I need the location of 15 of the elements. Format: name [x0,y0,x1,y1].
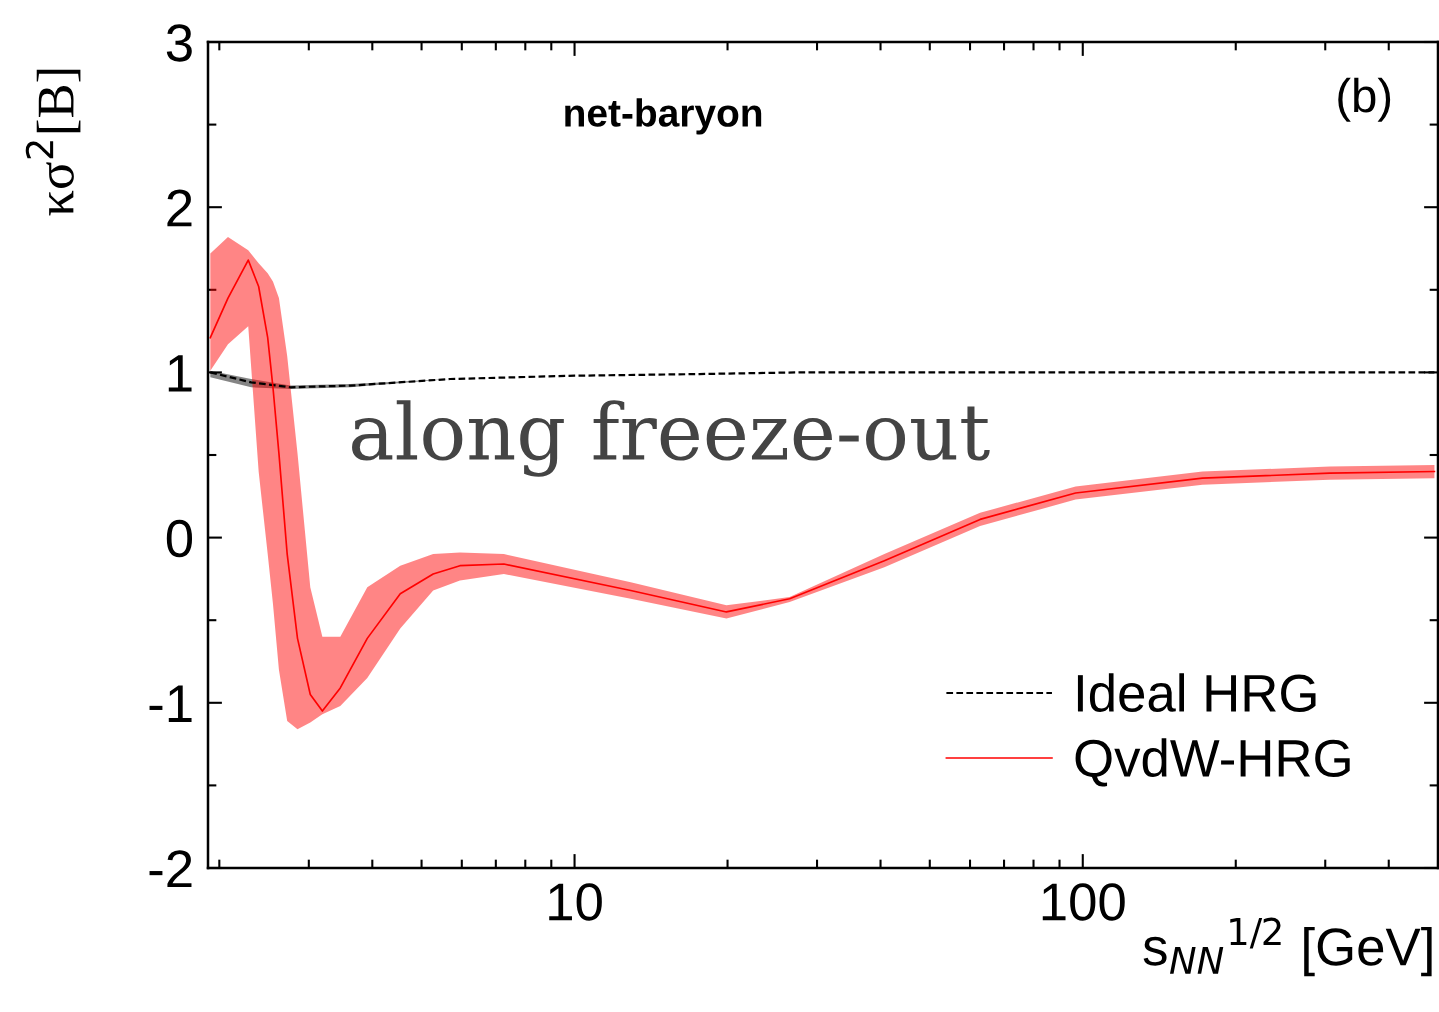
y-tick-label: -1 [149,685,192,722]
y-axis-title: κσ$^{2}$[B] [25,69,81,216]
y-tick-label: 2 [167,189,192,227]
y-tick-label: -2 [149,850,192,888]
y-tick-label: 1 [168,355,192,392]
legend-label: Ideal HRG [1077,673,1316,712]
annotation: (b) [1338,77,1391,122]
annotation: along freeze-out [352,400,990,477]
x-tick-label: 100 [1042,883,1125,921]
y-tick-label: 3 [166,24,192,62]
y-tick-label: 0 [166,519,193,558]
annotation: net-baryon [565,98,762,135]
legend-label: QvdW-HRG [1075,738,1350,787]
x-axis-title: s$_{NN}$$^{1/2}$ [GeV] [1143,917,1432,977]
x-tick-label: 10 [549,883,602,921]
